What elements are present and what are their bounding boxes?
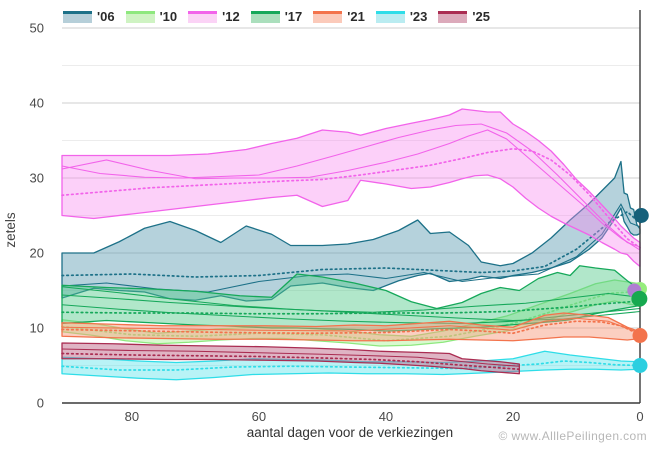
result-dot-23 bbox=[632, 358, 648, 373]
legend-label: '17 bbox=[284, 9, 303, 24]
x-tick-label: 80 bbox=[125, 409, 139, 424]
watermark: © www.AlllePeilingen.com bbox=[498, 429, 647, 443]
legend-swatch-icon bbox=[188, 11, 218, 24]
result-dot-17 bbox=[631, 290, 648, 307]
series-mean-line-23 bbox=[61, 360, 641, 371]
legend-swatch-fill bbox=[125, 14, 155, 23]
legend-swatch-fill bbox=[250, 14, 280, 23]
legend-swatch-icon bbox=[125, 11, 155, 24]
legend-swatch-fill bbox=[188, 14, 218, 23]
series-mean-line-17 bbox=[61, 300, 641, 315]
legend-label: '21 bbox=[347, 9, 365, 24]
legend-swatch-icon bbox=[250, 11, 280, 24]
result-dot-06 bbox=[633, 208, 649, 223]
legend-item-06[interactable]: '06 bbox=[63, 8, 115, 25]
y-tick-label: 50 bbox=[30, 21, 44, 36]
legend-swatch-line bbox=[438, 11, 468, 14]
legend-swatch-icon bbox=[438, 11, 468, 24]
legend-swatch-fill bbox=[63, 14, 92, 23]
series-poll-line-12 bbox=[61, 123, 641, 248]
x-axis-title: aantal dagen voor de verkiezingen bbox=[247, 425, 453, 440]
chart-legend: '06 '10 '12 '17 '21 '23 '25 bbox=[63, 8, 490, 25]
legend-swatch-line bbox=[125, 11, 155, 14]
x-tick-label: 0 bbox=[636, 409, 643, 424]
y-axis-title: zetels bbox=[3, 212, 18, 248]
series-mean-line-12 bbox=[61, 147, 641, 249]
series-poll-line-25 bbox=[61, 348, 520, 367]
legend-label: '23 bbox=[409, 9, 428, 24]
series-poll-line-17 bbox=[61, 292, 641, 313]
series-poll-line-21 bbox=[61, 317, 641, 334]
series-mean-line-21 bbox=[61, 320, 641, 336]
legend-item-25[interactable]: '25 bbox=[438, 8, 490, 25]
legend-item-23[interactable]: '23 bbox=[375, 8, 428, 25]
legend-swatch-icon bbox=[63, 11, 92, 24]
legend-swatch-line bbox=[313, 11, 343, 14]
y-tick-label: 30 bbox=[30, 171, 44, 186]
series-mean-line-06 bbox=[61, 210, 641, 278]
legend-swatch-line bbox=[375, 11, 405, 14]
y-tick-label: 10 bbox=[30, 321, 44, 336]
x-tick-label: 40 bbox=[379, 409, 393, 424]
legend-label: '12 bbox=[222, 9, 240, 24]
series-poll-line-12 bbox=[61, 129, 641, 251]
y-tick-label: 0 bbox=[37, 396, 44, 411]
legend-swatch-line bbox=[188, 11, 218, 14]
legend-label: '06 bbox=[97, 9, 115, 24]
legend-item-21[interactable]: '21 bbox=[313, 8, 365, 25]
y-tick-label: 40 bbox=[30, 96, 44, 111]
legend-item-12[interactable]: '12 bbox=[188, 8, 240, 25]
x-tick-label: 20 bbox=[506, 409, 520, 424]
legend-swatch-line bbox=[63, 11, 92, 14]
legend-label: '25 bbox=[472, 9, 490, 24]
legend-item-17[interactable]: '17 bbox=[250, 8, 303, 25]
x-tick-label: 60 bbox=[252, 409, 266, 424]
series-poll-line-17 bbox=[61, 304, 641, 325]
legend-swatch-fill bbox=[375, 14, 405, 23]
series-mean-line-10 bbox=[61, 290, 641, 342]
legend-item-10[interactable]: '10 bbox=[125, 8, 178, 25]
legend-swatch-icon bbox=[313, 11, 343, 24]
result-dot-21 bbox=[632, 328, 648, 343]
legend-label: '10 bbox=[159, 9, 178, 24]
y-tick-label: 20 bbox=[30, 246, 44, 261]
legend-swatch-fill bbox=[313, 14, 343, 23]
legend-swatch-fill bbox=[438, 14, 468, 23]
legend-swatch-line bbox=[250, 11, 280, 14]
legend-swatch-icon bbox=[375, 11, 405, 24]
series-mean-line-25 bbox=[61, 352, 521, 371]
